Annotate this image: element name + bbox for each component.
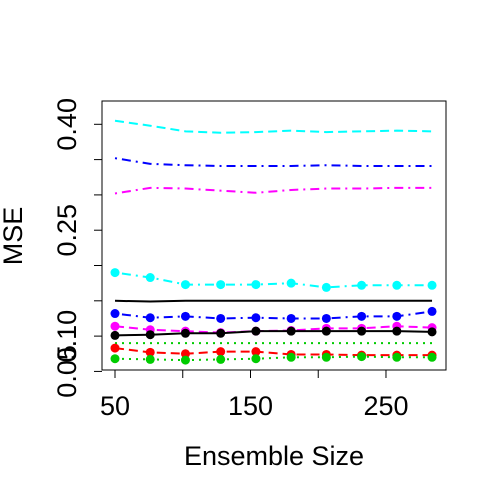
series-point	[321, 313, 331, 323]
series-line	[114, 310, 433, 320]
series-point	[392, 311, 402, 321]
series-point	[180, 328, 190, 338]
series-point	[286, 326, 296, 336]
series-point	[251, 313, 261, 323]
series-point	[110, 330, 120, 340]
series-line	[114, 347, 433, 357]
series-point	[216, 354, 226, 364]
series-point	[216, 313, 226, 323]
series-point	[357, 352, 367, 362]
series-point	[110, 343, 120, 353]
x-axis-title: Ensemble Size	[184, 441, 364, 471]
series-line	[114, 299, 433, 303]
series-line	[114, 157, 433, 167]
series-point	[392, 326, 402, 336]
x-tick-label: 50	[100, 391, 130, 421]
series-line	[114, 355, 433, 362]
series-point	[145, 347, 155, 357]
series-point	[357, 280, 367, 290]
series-point	[216, 347, 226, 357]
series-line	[114, 119, 433, 134]
series-point	[427, 327, 437, 337]
series-point	[180, 355, 190, 365]
series-point	[286, 278, 296, 288]
series-line	[114, 271, 433, 289]
series-point	[251, 280, 261, 290]
series-point	[321, 352, 331, 362]
series-line	[114, 330, 433, 337]
series-point	[251, 326, 261, 336]
series-point	[145, 330, 155, 340]
series-point	[216, 328, 226, 338]
series-line	[114, 186, 433, 195]
series-point	[357, 326, 367, 336]
series-point	[145, 273, 155, 283]
series-point	[392, 352, 402, 362]
series-point	[216, 280, 226, 290]
series-point	[427, 352, 437, 362]
series-point	[110, 321, 120, 331]
x-tick-label: 150	[228, 391, 273, 421]
y-tick-label: 0.10	[52, 310, 82, 363]
y-tick-label: 0.40	[52, 98, 82, 151]
series-point	[251, 354, 261, 364]
y-axis-title: MSE	[0, 207, 28, 266]
x-tick-label: 250	[363, 391, 408, 421]
series-point	[180, 280, 190, 290]
series-point	[110, 268, 120, 278]
series-point	[427, 280, 437, 290]
series-point	[180, 311, 190, 321]
series-point	[427, 306, 437, 316]
series-point	[321, 326, 331, 336]
series-point	[357, 311, 367, 321]
series-point	[286, 352, 296, 362]
series-point	[110, 309, 120, 319]
y-tick-label: 0.25	[52, 204, 82, 257]
series-point	[392, 280, 402, 290]
series-point	[286, 313, 296, 323]
y-tick-label: 0.05	[52, 345, 82, 398]
series-point	[180, 349, 190, 359]
series-point	[145, 313, 155, 323]
series-point	[145, 354, 155, 364]
series-point	[110, 354, 120, 364]
series-point	[321, 282, 331, 292]
plot-frame	[101, 100, 447, 371]
series-point	[251, 347, 261, 357]
